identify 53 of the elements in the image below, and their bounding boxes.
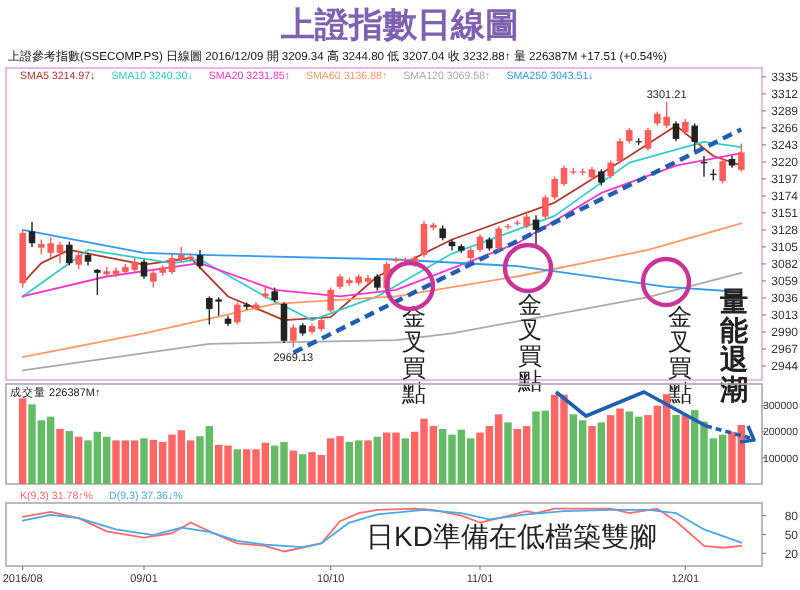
bar [578,420,587,484]
candlestick [495,225,502,252]
bar [718,434,727,484]
candlestick [542,194,549,220]
bar [46,416,55,484]
annotation: 金叉買點 [666,303,692,407]
bar [681,415,690,484]
bar [130,440,139,484]
bar [494,414,503,484]
candlestick [616,137,624,165]
candlestick [691,122,698,152]
candlestick [234,301,241,326]
bar [634,416,643,484]
candlestick [28,221,36,248]
bar [18,398,27,484]
candlestick [719,156,726,185]
candlestick [290,323,297,349]
chart-title: 上證指數日線圖 [279,6,519,46]
bar [345,441,354,484]
candlestick [94,268,101,296]
annotation: 量能退潮 [718,284,750,405]
bar [373,436,382,484]
candlestick [196,249,204,270]
bar [513,428,522,484]
bar [569,414,578,484]
bar [354,440,363,484]
bar [588,426,596,484]
candlestick [738,142,745,173]
bar [504,422,512,484]
bar [102,436,111,484]
bar [140,438,148,484]
bar [298,454,307,484]
bar [74,436,83,484]
bar [466,438,475,484]
bar [56,428,64,484]
bar [672,415,680,484]
candlestick [672,120,680,142]
bar [289,450,298,484]
bar [364,440,372,484]
bar [65,431,74,484]
bar [522,426,531,484]
annotation: 日KD準備在低檔築雙腳 [366,520,657,552]
bar [625,411,634,484]
bar [149,439,158,484]
bar [233,449,242,484]
bar [401,438,410,484]
candlestick [75,249,82,270]
candlestick [644,127,652,152]
candlestick [280,301,288,344]
candlestick [66,241,73,267]
bar [597,422,606,484]
annotation: 金叉買點 [516,291,542,395]
candlestick [327,286,334,313]
